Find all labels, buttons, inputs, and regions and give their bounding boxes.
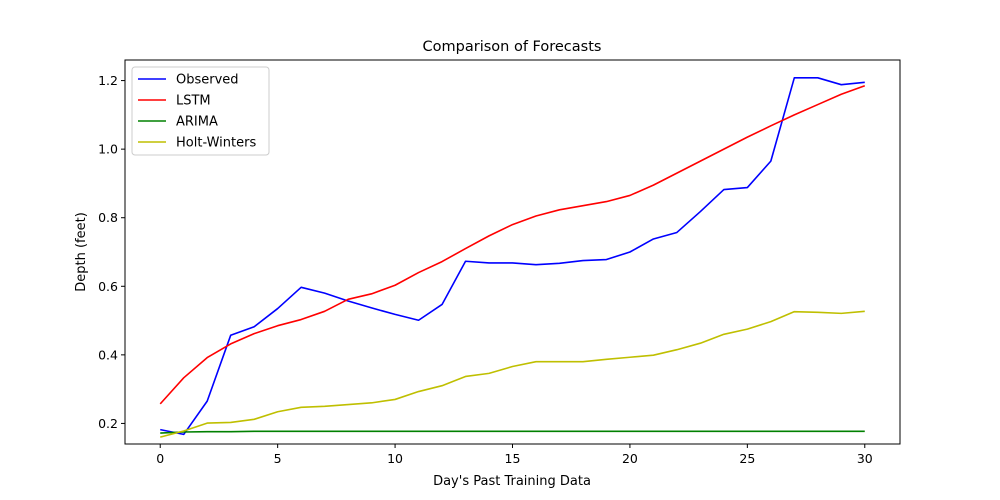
legend-label: Holt-Winters (176, 136, 256, 151)
x-axis: 0 5 10 15 20 25 30 (156, 444, 873, 466)
legend-label: Observed (176, 73, 239, 88)
y-tick-label: 0.8 (98, 210, 118, 225)
y-tick-label: 1.2 (98, 73, 118, 88)
series-line-arima (160, 430, 865, 434)
chart-title: Comparison of Forecasts (423, 39, 602, 55)
y-axis: 0.2 0.4 0.6 0.8 1.0 1.2 (98, 73, 125, 431)
legend: Observed LSTM ARIMA Holt-Winters (131, 66, 270, 156)
y-tick-label: 0.4 (98, 347, 118, 362)
legend-label: ARIMA (176, 115, 218, 130)
x-axis-label: Day's Past Training Data (433, 474, 591, 489)
y-tick-label: 0.6 (98, 279, 118, 294)
y-axis-label: Depth (feet) (74, 212, 89, 292)
series-line-holt-winters (160, 310, 865, 438)
x-tick-label: 20 (622, 451, 638, 466)
x-tick-label: 25 (739, 451, 755, 466)
x-tick-label: 0 (156, 451, 164, 466)
series-lines (159, 77, 866, 438)
series-line-observed (160, 77, 865, 436)
x-tick-label: 5 (274, 451, 282, 466)
series-line-lstm (159, 84, 866, 405)
y-tick-label: 0.2 (98, 416, 118, 431)
legend-box (131, 66, 270, 156)
x-tick-label: 30 (857, 451, 873, 466)
x-tick-label: 15 (505, 451, 521, 466)
x-tick-label: 10 (387, 451, 403, 466)
legend-label: LSTM (176, 94, 211, 109)
y-tick-label: 1.0 (98, 142, 118, 157)
